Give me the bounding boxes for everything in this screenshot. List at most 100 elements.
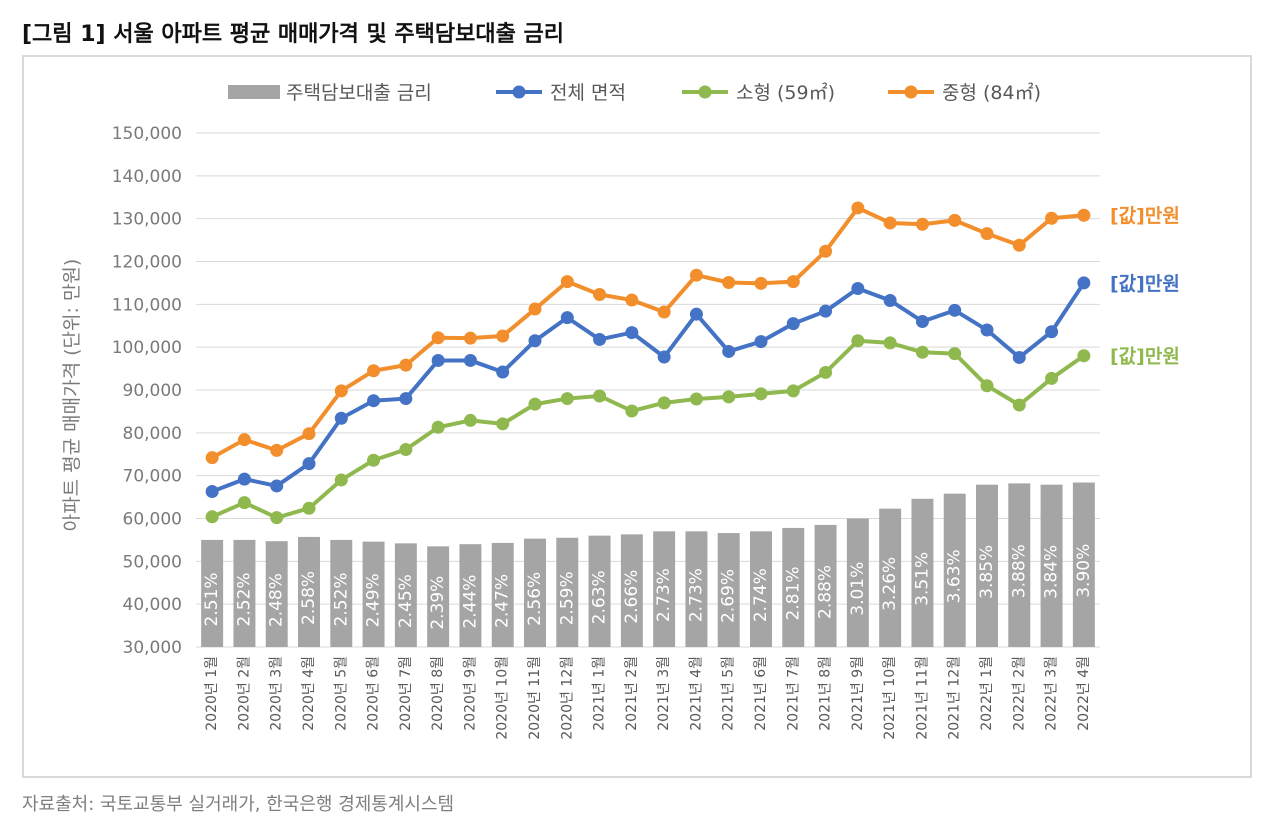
rate-bar — [879, 508, 902, 647]
series-point — [334, 411, 348, 425]
y-tick-label: 100,000 — [112, 338, 182, 358]
bar-value-label: 2.59% — [557, 571, 577, 625]
x-tick-label: 2022년 3월 — [1044, 656, 1060, 731]
series-point — [722, 275, 736, 289]
y-tick-label: 90,000 — [123, 381, 182, 401]
y-tick-label: 30,000 — [123, 638, 182, 658]
series-point — [237, 433, 251, 447]
bar-value-label: 2.48% — [267, 573, 287, 627]
x-tick-label: 2022년 4월 — [1076, 656, 1092, 731]
rate-bar — [846, 518, 869, 647]
series-point — [980, 379, 994, 393]
series-point — [237, 496, 251, 510]
y-axis-title: 아파트 평균 매매가격 (단위: 만원) — [61, 259, 83, 532]
series-point — [270, 511, 284, 525]
series-point — [851, 281, 865, 295]
series-point — [237, 472, 251, 486]
rate-bar — [1072, 482, 1095, 647]
series-point — [851, 201, 865, 215]
y-tick-label: 70,000 — [123, 467, 182, 487]
x-tick-label: 2020년 3월 — [269, 656, 285, 731]
bar-value-label: 2.45% — [396, 574, 416, 628]
rate-bar — [911, 498, 934, 647]
bar-value-label: 3.63% — [945, 549, 965, 603]
rate-bar — [330, 539, 353, 647]
series-point — [883, 336, 897, 350]
series-point — [431, 420, 445, 434]
series-point — [431, 353, 445, 367]
legend-label: 전체 면적 — [550, 82, 626, 104]
series-point — [625, 293, 639, 307]
x-tick-label: 2020년 7월 — [398, 656, 414, 731]
rate-bar — [1040, 484, 1063, 647]
rate-bar — [298, 536, 320, 647]
series-end-label: [값]만원 — [1110, 346, 1180, 368]
bar-value-label: 2.74% — [751, 568, 771, 622]
y-tick-label: 80,000 — [123, 424, 182, 444]
y-tick-label: 60,000 — [123, 510, 182, 530]
series-point — [334, 473, 348, 487]
x-tick-label: 2020년 11월 — [527, 656, 543, 740]
series-point — [560, 275, 574, 289]
series-point — [1012, 398, 1026, 412]
rate-bar — [620, 534, 643, 647]
series-point — [593, 287, 607, 301]
series-point — [270, 443, 284, 457]
bar-value-label: 2.39% — [428, 576, 448, 630]
series-point — [302, 427, 316, 441]
x-tick-label: 2020년 2월 — [236, 656, 252, 731]
series-point — [367, 394, 381, 408]
series-point — [1045, 325, 1059, 339]
legend-swatch-marker — [512, 85, 526, 99]
series-point — [722, 344, 736, 358]
series-point — [915, 314, 929, 328]
series-point — [593, 332, 607, 346]
series-point — [367, 453, 381, 467]
y-tick-label: 50,000 — [123, 552, 182, 572]
series-point — [915, 217, 929, 231]
rate-bar — [750, 531, 772, 647]
bar-value-label: 2.58% — [299, 571, 319, 625]
series-point — [205, 510, 219, 524]
series-line — [211, 338, 1086, 520]
series-point — [270, 479, 284, 493]
series-point — [1045, 211, 1059, 225]
bar-value-label: 2.63% — [590, 570, 610, 624]
rate-bar — [556, 537, 579, 647]
x-tick-label: 2021년 2월 — [624, 656, 640, 731]
legend-label: 주택담보대출 금리 — [286, 82, 432, 104]
rate-bar — [362, 541, 385, 647]
rate-bar — [976, 484, 998, 647]
rate-bar — [201, 539, 224, 647]
x-tick-label: 2020년 5월 — [333, 656, 349, 731]
rate-bar — [588, 535, 611, 647]
bar-value-label: 2.44% — [460, 575, 480, 629]
chart-frame — [22, 55, 1252, 778]
bar-value-label: 2.49% — [364, 573, 384, 627]
x-tick-label: 2022년 2월 — [1011, 656, 1027, 731]
series-point — [948, 303, 962, 317]
legend-swatch-bar — [228, 85, 280, 99]
series-point — [786, 317, 800, 331]
series-point — [593, 389, 607, 403]
series-point — [302, 457, 316, 471]
series-point — [754, 276, 768, 290]
series-point — [463, 413, 477, 427]
series-point — [819, 244, 833, 258]
series-point — [528, 334, 542, 348]
series-point — [689, 307, 703, 321]
series-point — [399, 358, 413, 372]
series-point — [1077, 349, 1091, 363]
series-line — [211, 281, 1086, 494]
x-tick-label: 2021년 8월 — [818, 656, 834, 731]
bar-value-label: 2.66% — [622, 570, 642, 624]
y-tick-label: 150,000 — [112, 124, 182, 144]
rate-bar — [394, 543, 417, 647]
series-point — [657, 350, 671, 364]
x-tick-label: 2021년 9월 — [850, 656, 866, 731]
series-point — [1012, 350, 1026, 364]
bar-value-label: 3.88% — [1009, 544, 1029, 598]
figure-title: [그림 1] 서울 아파트 평균 매매가격 및 주택담보대출 금리 — [22, 22, 564, 47]
rate-bar — [427, 546, 450, 647]
